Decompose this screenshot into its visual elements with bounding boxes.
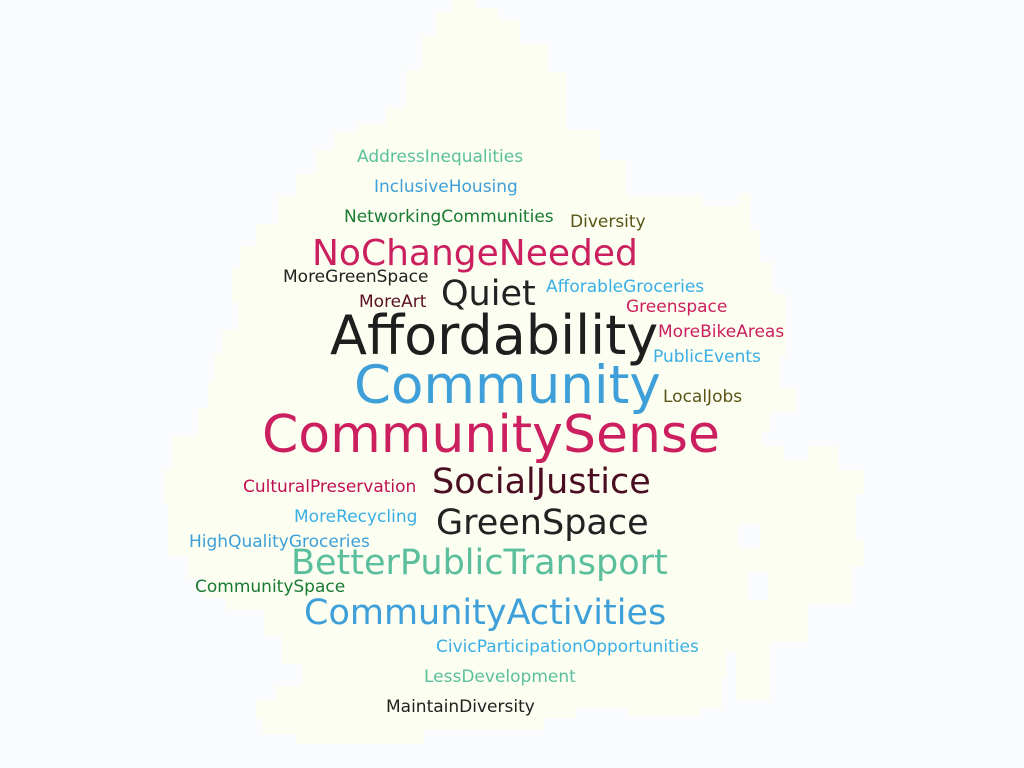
word-no-change-needed: NoChangeNeeded <box>312 233 638 274</box>
word-more-green-space: MoreGreenSpace <box>283 267 429 287</box>
word-better-public-transport: BetterPublicTransport <box>291 543 668 583</box>
word-local-jobs: LocalJobs <box>663 387 743 407</box>
word-afforable-groceries: AfforableGroceries <box>546 277 705 297</box>
word-cultural-preservation: CulturalPreservation <box>243 477 417 497</box>
word-networking-communities: NetworkingCommunities <box>344 207 554 227</box>
word-high-quality-groceries: HighQualityGroceries <box>189 532 370 552</box>
word-more-bike-areas: MoreBikeAreas <box>658 322 785 342</box>
word-less-development: LessDevelopment <box>424 667 576 687</box>
word-greenspace: Greenspace <box>626 297 728 317</box>
word-green-space: GreenSpace <box>436 503 649 543</box>
word-quiet: Quiet <box>441 274 536 314</box>
word-community-sense: CommunitySense <box>262 405 720 465</box>
word-community-space: CommunitySpace <box>195 577 346 597</box>
word-more-art: MoreArt <box>359 292 427 312</box>
word-more-recycling: MoreRecycling <box>294 507 418 527</box>
word-affordability: Affordability <box>330 304 659 367</box>
word-community-activities: CommunityActivities <box>304 593 667 633</box>
word-diversity: Diversity <box>570 212 646 232</box>
word-maintain-diversity: MaintainDiversity <box>386 697 535 717</box>
word-social-justice: SocialJustice <box>432 462 651 502</box>
word-community: Community <box>354 355 661 416</box>
word-inclusive-housing: InclusiveHousing <box>374 177 518 197</box>
word-civic-participation-opportunities: CivicParticipationOpportunities <box>436 637 699 657</box>
word-public-events: PublicEvents <box>653 347 761 367</box>
word-address-inequalities: AddressInequalities <box>357 147 524 167</box>
